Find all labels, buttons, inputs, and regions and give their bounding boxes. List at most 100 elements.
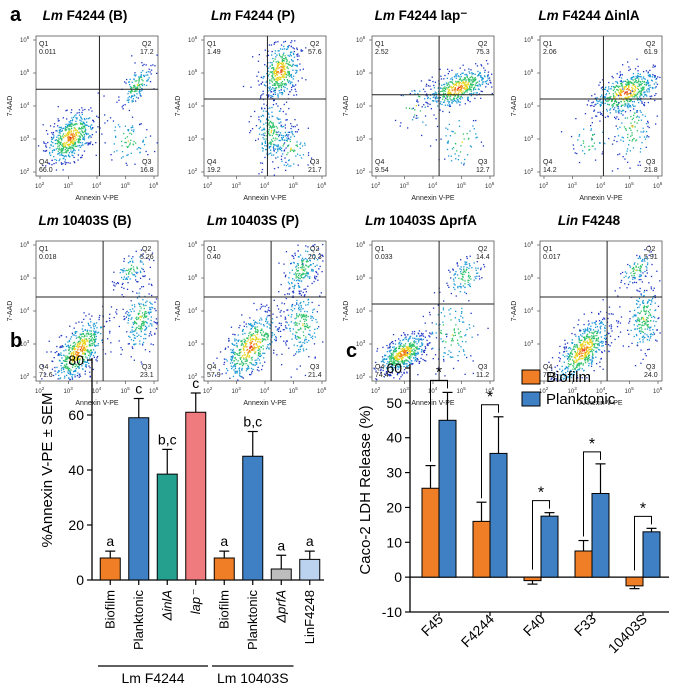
event-dot xyxy=(249,331,251,333)
event-dot xyxy=(280,315,282,317)
event-dot xyxy=(448,85,451,87)
event-dot xyxy=(392,362,394,365)
event-dot xyxy=(465,79,467,81)
event-dot xyxy=(296,144,298,146)
event-dot xyxy=(225,372,227,374)
flow-plot-title: Lm F4244 (B) xyxy=(5,8,165,23)
event-dot xyxy=(413,348,415,350)
event-dot xyxy=(631,132,633,134)
event-dot xyxy=(276,117,278,119)
event-dot xyxy=(273,349,275,351)
event-dot xyxy=(289,150,292,152)
event-dot xyxy=(75,364,77,366)
event-dot xyxy=(432,100,434,102)
event-dot xyxy=(246,340,248,343)
event-dot xyxy=(245,370,248,372)
event-dot xyxy=(257,71,260,73)
event-dot xyxy=(607,115,609,117)
event-dot xyxy=(129,309,131,311)
event-dot xyxy=(156,321,158,324)
event-dot xyxy=(646,89,648,91)
event-dot xyxy=(273,70,275,72)
event-dot xyxy=(43,142,45,144)
event-dot xyxy=(289,64,291,66)
event-dot xyxy=(285,134,287,136)
event-dot xyxy=(228,340,230,342)
event-dot xyxy=(73,354,75,356)
x-tick-label: 102 xyxy=(35,386,45,395)
event-dot xyxy=(451,102,453,104)
event-dot xyxy=(81,113,83,116)
event-dot xyxy=(412,107,414,109)
event-dot xyxy=(642,76,645,78)
event-dot xyxy=(94,333,97,336)
event-dot xyxy=(81,345,84,347)
event-dot xyxy=(391,356,393,358)
event-dot xyxy=(623,80,625,82)
event-dot xyxy=(138,312,140,314)
flow-plot-title: Lm F4244 lap⁻ xyxy=(341,8,501,24)
event-dot xyxy=(57,125,59,127)
event-dot xyxy=(266,311,268,313)
event-dot xyxy=(639,85,641,87)
event-dot xyxy=(66,118,68,120)
event-dot xyxy=(260,306,262,308)
y-tick-label: 104 xyxy=(20,306,30,315)
event-dot xyxy=(305,316,307,318)
x-axis-label: Annexin V-PE xyxy=(579,195,623,202)
event-dot xyxy=(273,148,275,150)
event-dot xyxy=(295,266,297,268)
event-dot xyxy=(75,137,77,139)
event-dot xyxy=(58,119,60,122)
event-dot xyxy=(104,122,106,124)
event-dot xyxy=(283,329,285,331)
event-dot xyxy=(311,282,313,285)
event-dot xyxy=(135,250,137,252)
event-dot xyxy=(129,90,132,92)
event-dot xyxy=(472,73,474,75)
event-dot xyxy=(293,273,295,275)
event-dot xyxy=(147,80,149,82)
event-dot xyxy=(636,58,638,60)
event-dot xyxy=(72,363,75,365)
event-dot xyxy=(617,103,620,105)
event-dot xyxy=(277,118,279,121)
event-dot xyxy=(139,319,141,321)
event-dot xyxy=(632,126,634,128)
x-tick-label: 103 xyxy=(568,181,578,190)
event-dot xyxy=(119,126,121,128)
event-dot xyxy=(629,167,631,169)
event-dot xyxy=(441,103,443,106)
event-dot xyxy=(129,143,131,146)
event-dot xyxy=(268,347,270,349)
event-dot xyxy=(434,93,436,95)
event-dot xyxy=(243,338,245,340)
event-dot xyxy=(281,139,284,141)
event-dot xyxy=(244,339,247,341)
event-dot xyxy=(75,129,77,131)
event-dot xyxy=(460,87,462,89)
event-dot xyxy=(131,329,133,331)
event-dot xyxy=(301,145,304,147)
event-dot xyxy=(468,89,471,91)
event-dot xyxy=(628,85,630,87)
event-dot xyxy=(294,335,297,337)
event-dot xyxy=(295,274,297,276)
event-dot xyxy=(455,82,458,84)
event-dot xyxy=(136,80,138,82)
event-dot xyxy=(640,97,642,100)
flow-plot-title-organism: Lm xyxy=(206,213,228,228)
event-dot xyxy=(135,322,137,324)
event-dot xyxy=(93,339,95,341)
event-dot xyxy=(79,333,81,335)
event-dot xyxy=(61,362,64,364)
event-dot xyxy=(268,88,271,90)
event-dot xyxy=(281,138,283,140)
event-dot xyxy=(643,91,645,93)
event-dot xyxy=(273,90,275,92)
event-dot xyxy=(429,98,431,100)
event-dot xyxy=(62,147,65,150)
event-dot xyxy=(60,354,63,356)
event-dot xyxy=(146,326,148,329)
event-dot xyxy=(647,79,649,81)
